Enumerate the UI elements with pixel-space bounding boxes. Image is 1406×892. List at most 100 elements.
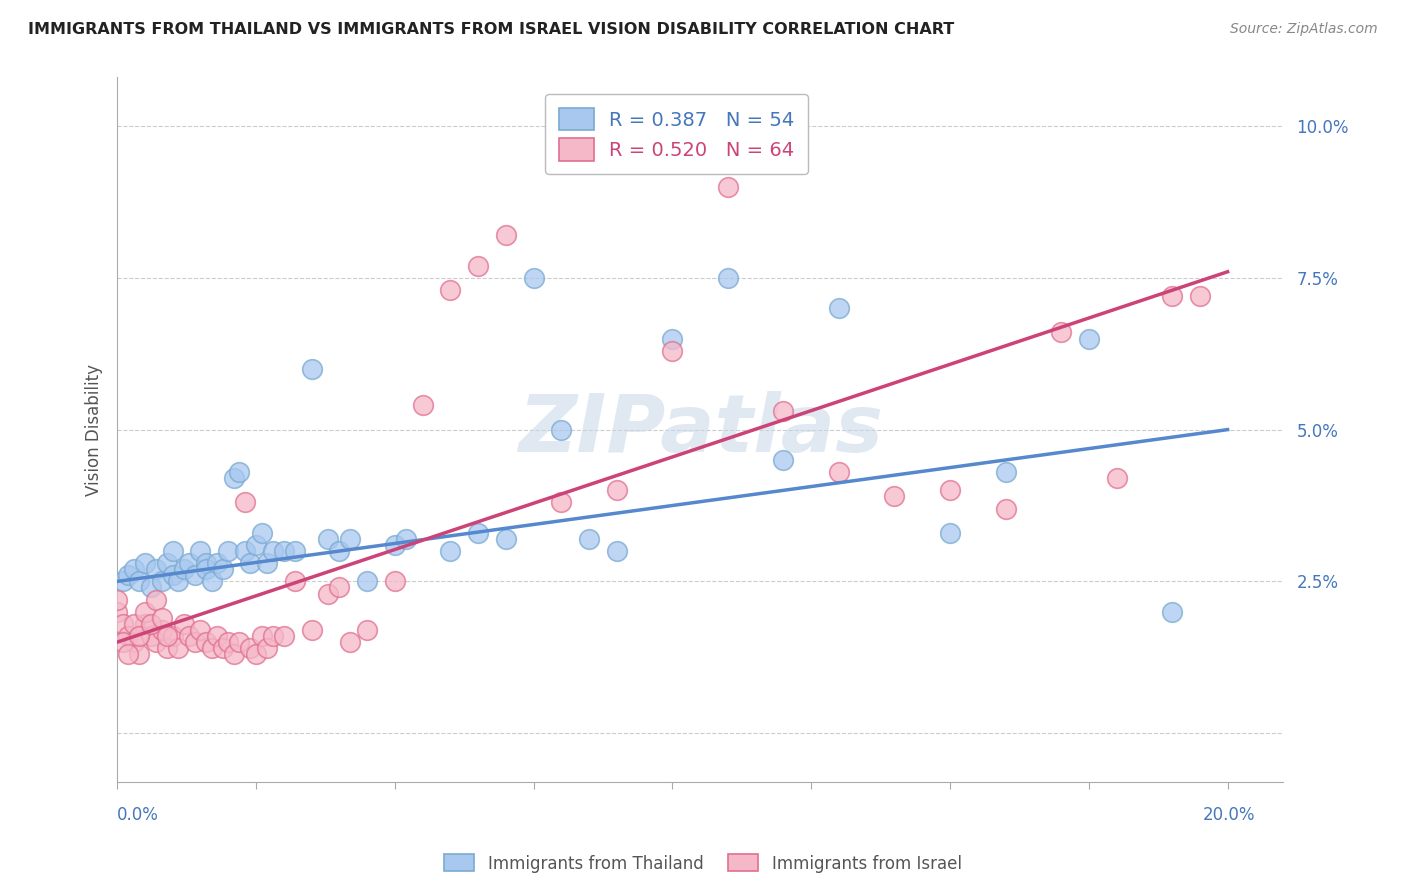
- Point: [250, 629, 273, 643]
- Legend: R = 0.387   N = 54, R = 0.520   N = 64: R = 0.387 N = 54, R = 0.520 N = 64: [546, 95, 808, 174]
- Point: [128, 648, 150, 662]
- Point: [134, 616, 156, 631]
- Point: [111, 574, 134, 589]
- Point: [772, 404, 794, 418]
- Point: [139, 629, 162, 643]
- Point: [233, 495, 256, 509]
- Point: [284, 544, 307, 558]
- Point: [190, 623, 212, 637]
- Point: [384, 574, 406, 589]
- Point: [184, 635, 207, 649]
- Point: [211, 562, 233, 576]
- Point: [184, 568, 207, 582]
- Point: [200, 574, 222, 589]
- Point: [156, 556, 179, 570]
- Point: [195, 562, 218, 576]
- Point: [111, 616, 134, 631]
- Point: [217, 635, 239, 649]
- Point: [339, 635, 361, 649]
- Point: [661, 343, 683, 358]
- Point: [328, 544, 350, 558]
- Point: [356, 574, 378, 589]
- Point: [217, 544, 239, 558]
- Point: [939, 483, 962, 498]
- Point: [883, 490, 905, 504]
- Point: [316, 532, 339, 546]
- Point: [262, 544, 284, 558]
- Point: [117, 629, 139, 643]
- Point: [195, 635, 218, 649]
- Point: [162, 568, 184, 582]
- Point: [139, 616, 162, 631]
- Point: [179, 556, 201, 570]
- Point: [162, 544, 184, 558]
- Point: [439, 544, 461, 558]
- Point: [145, 635, 167, 649]
- Point: [150, 623, 173, 637]
- Point: [717, 270, 740, 285]
- Point: [211, 641, 233, 656]
- Point: [105, 605, 128, 619]
- Point: [939, 525, 962, 540]
- Point: [1105, 471, 1128, 485]
- Text: 20.0%: 20.0%: [1204, 806, 1256, 824]
- Point: [150, 574, 173, 589]
- Point: [222, 648, 245, 662]
- Legend: Immigrants from Thailand, Immigrants from Israel: Immigrants from Thailand, Immigrants fro…: [437, 847, 969, 880]
- Point: [256, 641, 278, 656]
- Text: 0.0%: 0.0%: [117, 806, 159, 824]
- Point: [412, 398, 434, 412]
- Point: [1050, 326, 1073, 340]
- Point: [105, 592, 128, 607]
- Point: [339, 532, 361, 546]
- Point: [128, 574, 150, 589]
- Point: [128, 629, 150, 643]
- Point: [1188, 289, 1211, 303]
- Point: [156, 641, 179, 656]
- Point: [156, 629, 179, 643]
- Point: [828, 301, 851, 315]
- Point: [606, 483, 628, 498]
- Point: [316, 586, 339, 600]
- Point: [228, 465, 250, 479]
- Point: [467, 259, 489, 273]
- Point: [262, 629, 284, 643]
- Point: [994, 465, 1017, 479]
- Point: [273, 544, 295, 558]
- Point: [167, 574, 190, 589]
- Point: [134, 605, 156, 619]
- Point: [122, 562, 145, 576]
- Point: [173, 616, 195, 631]
- Point: [200, 641, 222, 656]
- Point: [145, 562, 167, 576]
- Point: [523, 270, 546, 285]
- Point: [139, 581, 162, 595]
- Point: [239, 556, 262, 570]
- Point: [717, 179, 740, 194]
- Point: [284, 574, 307, 589]
- Point: [772, 453, 794, 467]
- Y-axis label: Vision Disability: Vision Disability: [86, 364, 103, 496]
- Point: [661, 332, 683, 346]
- Point: [190, 544, 212, 558]
- Point: [122, 635, 145, 649]
- Point: [495, 532, 517, 546]
- Point: [162, 629, 184, 643]
- Point: [117, 568, 139, 582]
- Point: [301, 623, 323, 637]
- Point: [134, 556, 156, 570]
- Point: [222, 471, 245, 485]
- Point: [550, 423, 572, 437]
- Point: [395, 532, 418, 546]
- Point: [117, 648, 139, 662]
- Text: Source: ZipAtlas.com: Source: ZipAtlas.com: [1230, 22, 1378, 37]
- Point: [205, 629, 228, 643]
- Point: [205, 556, 228, 570]
- Point: [145, 592, 167, 607]
- Point: [122, 616, 145, 631]
- Text: IMMIGRANTS FROM THAILAND VS IMMIGRANTS FROM ISRAEL VISION DISABILITY CORRELATION: IMMIGRANTS FROM THAILAND VS IMMIGRANTS F…: [28, 22, 955, 37]
- Point: [245, 648, 267, 662]
- Point: [273, 629, 295, 643]
- Point: [256, 556, 278, 570]
- Point: [1161, 605, 1184, 619]
